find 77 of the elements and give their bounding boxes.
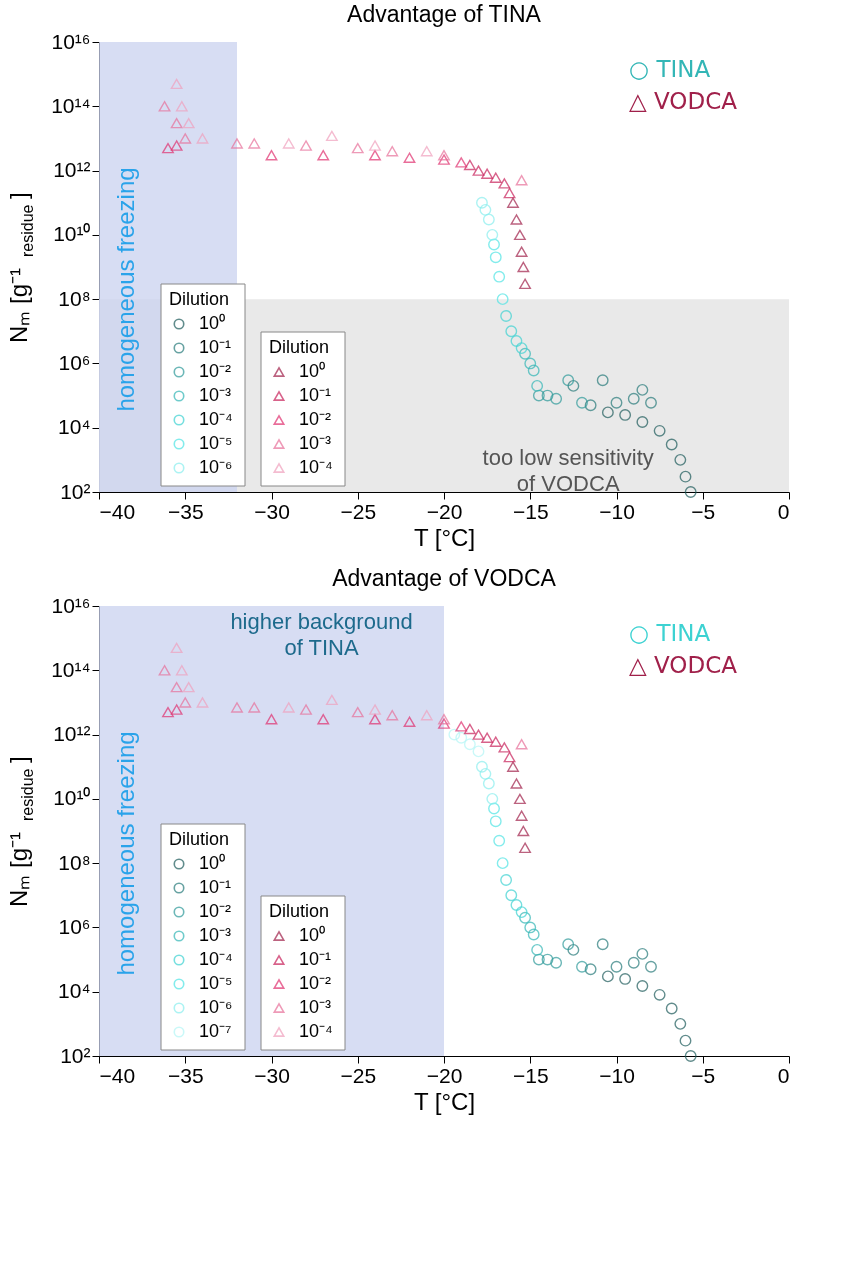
chart-title: Advantage of VODCA	[332, 565, 557, 591]
y-tick-label: 10⁸	[58, 286, 91, 310]
annotation: ○ TINA	[629, 620, 711, 646]
text: Dilution	[269, 901, 330, 921]
x-tick-label: −35	[167, 1063, 204, 1087]
x-tick-label: 0	[777, 1063, 790, 1087]
legend-label: 10⁻⁴	[199, 949, 233, 969]
legend-label: 10⁻³	[299, 433, 332, 453]
y-tick-label: 10⁸	[58, 850, 91, 874]
legend-title: Dilution	[169, 289, 230, 309]
annotation: △ VODCA	[629, 88, 738, 114]
y-tick-label: 10¹⁶	[51, 593, 91, 617]
x-tick-label: −30	[254, 499, 290, 523]
x-tick-label: −10	[599, 499, 635, 523]
y-tick-label: 10¹⁰	[53, 222, 91, 246]
y-tick-label: 10¹⁴	[51, 93, 91, 117]
legend-label: 10⁻⁶	[199, 997, 233, 1017]
x-tick-label: −5	[691, 1063, 716, 1087]
y-axis-title: Nₘ [g⁻¹residue]	[5, 192, 36, 343]
y-tick-label: 10¹²	[53, 158, 91, 182]
legend-label: 10⁻⁴	[299, 457, 333, 477]
annotation: ○ TINA	[629, 56, 711, 82]
legend-label: 10⁰	[299, 361, 326, 381]
x-tick-label: −30	[254, 1063, 290, 1087]
text: Dilution	[269, 337, 330, 357]
legend-label: 10⁻³	[199, 385, 232, 405]
x-tick-label: −15	[512, 499, 549, 523]
legend-label: 10⁰	[299, 925, 326, 945]
y-tick-label: 10¹⁴	[51, 657, 91, 681]
legend-label: 10⁻¹	[299, 949, 332, 969]
y-axis-title: Nₘ [g⁻¹residue]	[5, 756, 36, 907]
legend-label: 10⁻⁵	[199, 433, 233, 453]
x-axis-title: T [°C]	[413, 523, 476, 551]
y-tick-label: 10¹²	[53, 722, 91, 746]
x-tick-label: −40	[99, 499, 136, 523]
y-tick-label: 10⁴	[58, 415, 91, 439]
legend-label: 10⁻¹	[299, 385, 332, 405]
legend-label: 10⁻²	[299, 973, 332, 993]
x-tick-label: −5	[691, 499, 716, 523]
legend-label: 10⁻¹	[199, 877, 232, 897]
y-tick-label: 10¹⁶	[51, 29, 91, 53]
x-tick-label: −10	[599, 1063, 635, 1087]
x-tick-label: −25	[340, 1063, 377, 1087]
x-tick-label: −25	[340, 499, 377, 523]
y-tick-label: 10²	[60, 479, 91, 503]
legend-label: 10⁰	[199, 853, 226, 873]
y-tick-label: 10¹⁰	[53, 786, 91, 810]
x-tick-label: 0	[777, 499, 790, 523]
annotation: higher background of TINA	[230, 609, 413, 660]
y-tick-label: 10⁴	[58, 979, 91, 1003]
legend-label: 10⁻⁵	[199, 973, 233, 993]
x-tick-label: −20	[426, 499, 463, 523]
x-tick-label: −20	[426, 1063, 463, 1087]
x-tick-label: −35	[167, 499, 204, 523]
legend-label: 10⁻²	[299, 409, 332, 429]
x-tick-label: −40	[99, 1063, 136, 1087]
x-tick-label: −15	[512, 1063, 549, 1087]
legend-label: 10⁻⁶	[199, 457, 233, 477]
legend-title: Dilution	[169, 829, 230, 849]
legend-label: 10⁻²	[199, 901, 232, 921]
y-tick-label: 10⁶	[58, 914, 91, 938]
annotation: △ VODCA	[629, 652, 738, 678]
legend-label: 10⁻¹	[199, 337, 232, 357]
band-label: homogeneous freezing	[112, 731, 139, 976]
legend-label: 10⁻⁷	[199, 1021, 232, 1041]
legend-label: 10⁻²	[199, 361, 232, 381]
x-axis-title: T [°C]	[413, 1087, 476, 1115]
legend-label: 10⁻⁴	[199, 409, 233, 429]
legend-label: 10⁻⁴	[299, 1021, 333, 1041]
y-tick-label: 10⁶	[58, 350, 91, 374]
chart-title: Advantage of TINA	[347, 1, 542, 27]
legend-label: 10⁻³	[199, 925, 232, 945]
band-label: too low sensitivity of VODCA	[482, 445, 654, 496]
y-tick-label: 10²	[60, 1043, 91, 1067]
legend-label: 10⁰	[199, 313, 226, 333]
band-label: homogeneous freezing	[112, 167, 139, 412]
legend-label: 10⁻³	[299, 997, 332, 1017]
